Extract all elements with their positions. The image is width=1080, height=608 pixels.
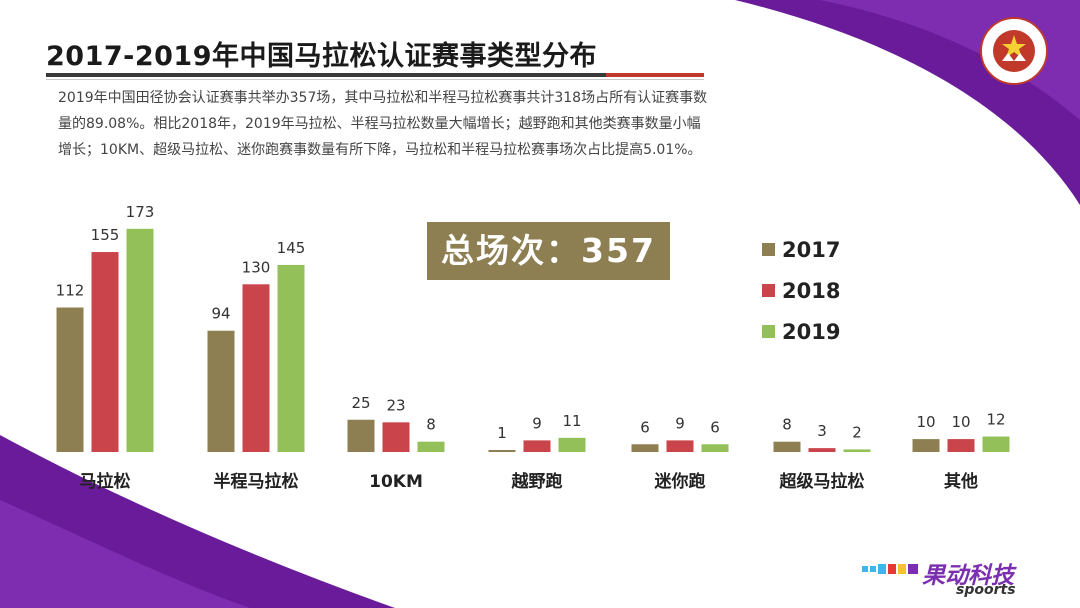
legend-swatch-2017 xyxy=(762,243,775,256)
chinese-athletics-association-logo-icon xyxy=(980,17,1048,85)
bar-2019-4 xyxy=(701,444,729,452)
brand-name-cn: 果动科技 xyxy=(922,563,1014,589)
bar-2017-1 xyxy=(207,330,235,452)
brand-logo: 果动科技 spoorts xyxy=(862,556,1072,600)
data-label-2019-1: 145 xyxy=(277,239,306,257)
bar-2017-5 xyxy=(773,441,801,452)
bar-2019-6 xyxy=(982,436,1010,452)
bar-2017-4 xyxy=(631,444,659,452)
bar-2018-3 xyxy=(523,440,551,452)
category-label-5: 超级马拉松 xyxy=(780,471,865,492)
data-label-2017-0: 112 xyxy=(56,282,85,300)
bar-2017-0 xyxy=(56,307,84,452)
data-label-2017-4: 6 xyxy=(640,418,650,436)
bar-2019-3 xyxy=(558,437,586,452)
bar-2017-2 xyxy=(347,419,375,452)
legend-label-2017: 2017 xyxy=(782,238,841,262)
bar-2017-6 xyxy=(912,439,940,452)
brand-name-en: spoorts xyxy=(956,582,1016,598)
category-label-6: 其他 xyxy=(944,471,978,492)
bar-2018-5 xyxy=(808,448,836,452)
data-label-2019-2: 8 xyxy=(426,416,436,434)
legend-swatch-2019 xyxy=(762,325,775,338)
data-label-2018-3: 9 xyxy=(532,414,542,432)
bar-2019-1 xyxy=(277,264,305,452)
bar-2019-0 xyxy=(126,228,154,452)
legend-label-2019: 2019 xyxy=(782,320,841,344)
category-label-2: 10KM xyxy=(369,472,423,492)
data-label-2017-2: 25 xyxy=(351,394,370,412)
category-label-0: 马拉松 xyxy=(80,471,131,492)
bottom-left-swoosh-highlight xyxy=(0,500,250,608)
bar-2019-2 xyxy=(417,441,445,452)
legend-swatch-2018 xyxy=(762,284,775,297)
bar-2019-5 xyxy=(843,449,871,452)
category-label-4: 迷你跑 xyxy=(654,471,706,492)
data-label-2017-1: 94 xyxy=(211,305,230,323)
data-label-2019-6: 12 xyxy=(986,411,1005,429)
data-label-2018-4: 9 xyxy=(675,414,685,432)
data-label-2019-3: 11 xyxy=(562,412,581,430)
page-title: 2017-2019年中国马拉松认证赛事类型分布 xyxy=(46,41,597,72)
bar-2018-0 xyxy=(91,252,119,452)
bar-2018-1 xyxy=(242,284,270,452)
data-label-2017-5: 8 xyxy=(782,416,792,434)
data-label-2018-0: 155 xyxy=(91,226,120,244)
data-label-2018-5: 3 xyxy=(817,422,827,440)
summary-paragraph: 2019年中国田径协会认证赛事共举办357场，其中马拉松和半程马拉松赛事共计31… xyxy=(58,90,708,158)
bar-2017-3 xyxy=(488,450,516,452)
data-label-2018-2: 23 xyxy=(386,396,405,414)
total-events-badge: 总场次：357 xyxy=(427,222,670,280)
data-label-2019-5: 2 xyxy=(852,423,862,441)
category-label-3: 越野跑 xyxy=(511,471,563,492)
data-label-2017-6: 10 xyxy=(916,413,935,431)
bar-2018-2 xyxy=(382,422,410,452)
data-label-2017-3: 1 xyxy=(497,424,507,442)
data-label-2018-6: 10 xyxy=(951,413,970,431)
data-label-2018-1: 130 xyxy=(242,258,271,276)
data-label-2019-0: 173 xyxy=(126,203,155,221)
data-label-2019-4: 6 xyxy=(710,418,720,436)
brand-stripes-icon xyxy=(862,564,918,574)
legend-label-2018: 2018 xyxy=(782,279,841,303)
bar-2018-4 xyxy=(666,440,694,452)
title-underline xyxy=(46,73,704,80)
bar-2018-6 xyxy=(947,439,975,452)
category-label-1: 半程马拉松 xyxy=(214,471,299,492)
